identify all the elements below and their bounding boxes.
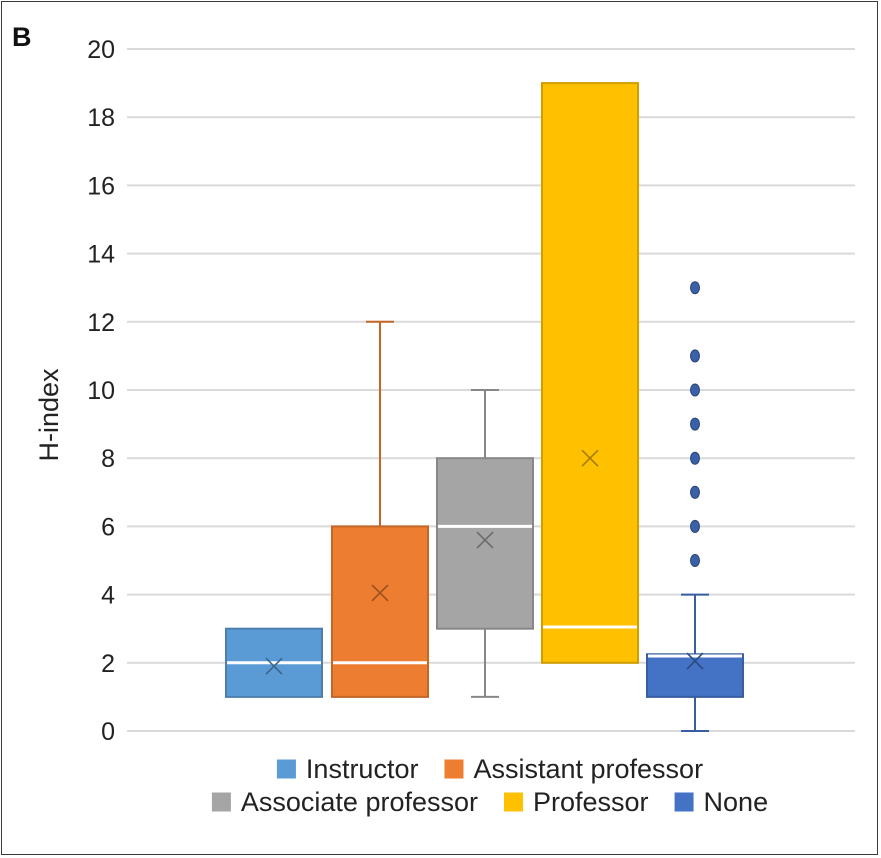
outlier-point	[690, 383, 700, 397]
legend-item-instructor: Instructor	[276, 754, 419, 784]
legend-swatch	[504, 792, 524, 812]
outlier-point	[690, 451, 700, 465]
outlier-point	[690, 519, 700, 533]
legend-swatch	[444, 759, 464, 779]
box-iqr	[331, 525, 429, 698]
box-professor	[541, 82, 639, 664]
y-tick-20: 20	[87, 36, 115, 64]
box-iqr	[541, 82, 639, 664]
y-tick-8: 8	[101, 445, 115, 473]
outlier-point	[690, 281, 700, 295]
mean-marker	[265, 657, 283, 675]
outlier-point	[690, 349, 700, 363]
box-series	[225, 82, 744, 732]
y-tick-12: 12	[87, 309, 115, 337]
mean-marker	[476, 531, 494, 549]
y-tick-labels: 0 2 4 6 8 10 12 14 16 18 20	[87, 36, 115, 746]
legend-label: Assistant professor	[473, 754, 703, 784]
box-associate-professor	[436, 389, 534, 698]
legend-label: Professor	[533, 787, 649, 817]
legend-swatch	[211, 792, 231, 812]
box-assistant-professor	[331, 320, 429, 698]
legend-item-associate-professor: Associate professor	[211, 787, 478, 817]
box-iqr	[436, 457, 534, 630]
y-tick-14: 14	[87, 241, 115, 269]
box-none	[646, 281, 744, 732]
mean-marker	[581, 449, 599, 467]
legend-swatch	[674, 792, 694, 812]
y-tick-0: 0	[101, 718, 115, 746]
outlier-point	[690, 417, 700, 431]
legend-label: Associate professor	[241, 787, 478, 817]
outlier-point	[690, 485, 700, 499]
y-tick-6: 6	[101, 513, 115, 541]
mean-marker	[686, 652, 704, 670]
y-tick-18: 18	[87, 104, 115, 132]
outlier-point	[690, 554, 700, 567]
box-instructor	[225, 627, 323, 698]
y-tick-4: 4	[101, 582, 115, 610]
legend-item-none: None	[674, 787, 769, 817]
panel-label: B	[12, 22, 32, 52]
legend-item-professor: Professor	[504, 787, 649, 817]
y-tick-2: 2	[101, 650, 115, 678]
mean-marker	[371, 584, 389, 602]
legend-swatch	[276, 759, 296, 779]
legend-label: None	[704, 787, 769, 817]
legend-item-assistant-professor: Assistant professor	[444, 754, 703, 784]
y-tick-10: 10	[87, 377, 115, 405]
legend-label: Instructor	[306, 754, 419, 784]
y-tick-16: 16	[87, 172, 115, 200]
y-axis-label: H-index	[34, 368, 64, 462]
